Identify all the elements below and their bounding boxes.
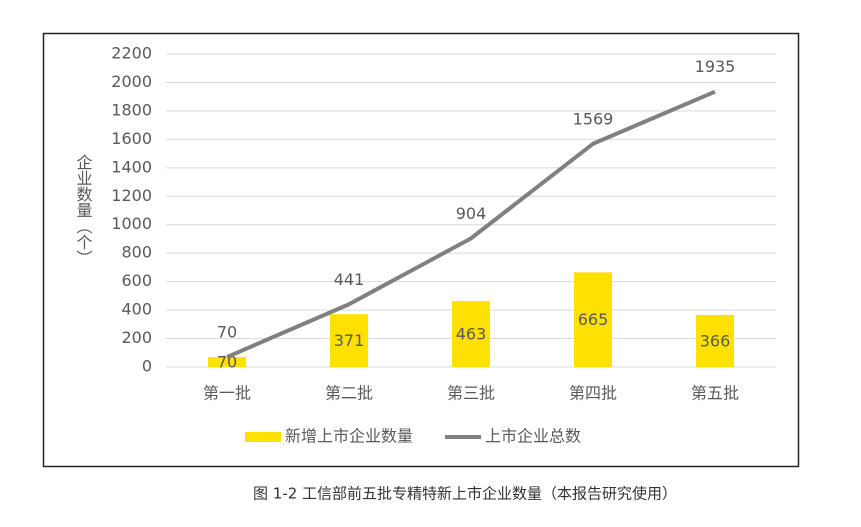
y-tick-label: 1200 [111, 186, 152, 205]
y-tick-label: 1800 [111, 100, 152, 119]
bar-value-label: 70 [217, 353, 237, 372]
caption: 图 1-2 工信部前五批专精特新上市企业数量（本报告研究使用） [253, 485, 677, 503]
line-value-label: 441 [334, 270, 365, 289]
chart-frame [42, 32, 800, 468]
line [226, 89, 716, 359]
line-value-label: 70 [217, 323, 237, 342]
y-tick-label: 600 [121, 271, 152, 290]
x-tick-label: 第一批 [203, 384, 251, 403]
line-value-label: 904 [456, 204, 487, 223]
bar [452, 301, 490, 367]
y-tick-label: 800 [121, 243, 152, 262]
bar [696, 314, 734, 367]
bar [208, 357, 246, 367]
y-tick-label: 1400 [111, 157, 152, 176]
y-tick-label: 1600 [111, 129, 152, 148]
x-tick-label: 第五批 [691, 384, 739, 403]
legend-label: 上市企业总数 [485, 427, 581, 446]
bar [574, 272, 612, 367]
y-tick-label: 1000 [111, 214, 152, 233]
y-tick-label: 400 [121, 300, 152, 319]
x-tick-label: 第三批 [447, 384, 495, 403]
y-tick-label: 2000 [111, 72, 152, 91]
bar [330, 314, 368, 367]
line-value-label: 1935 [695, 57, 736, 76]
y-tick-label: 2200 [111, 44, 152, 63]
legend-label: 新增上市企业数量 [285, 427, 413, 446]
line-value-label: 1569 [573, 109, 614, 128]
y-axis-label: 企业数量（个） [74, 154, 93, 266]
y-tick-label: 200 [121, 328, 152, 347]
bar-value-label: 366 [700, 331, 731, 350]
bar-value-label: 463 [456, 325, 487, 344]
x-tick-label: 第四批 [569, 384, 617, 403]
legend-swatch [245, 432, 281, 442]
bar-value-label: 665 [578, 310, 609, 329]
x-tick-label: 第二批 [325, 384, 373, 403]
bar-value-label: 371 [334, 331, 365, 350]
y-tick-label: 0 [142, 357, 152, 376]
